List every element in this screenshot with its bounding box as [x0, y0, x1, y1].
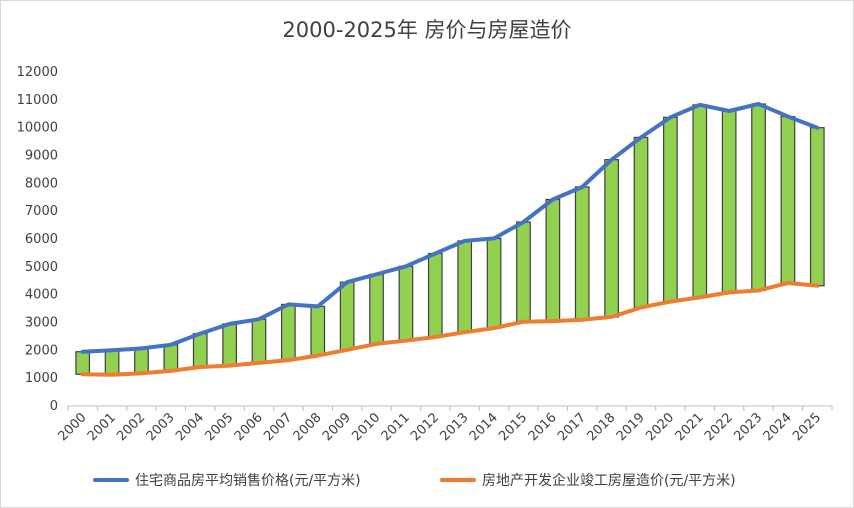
x-tick-label: 2017: [555, 410, 589, 444]
up-down-bar: [516, 221, 531, 323]
x-tick-label: 2014: [467, 410, 501, 444]
up-down-bar: [222, 323, 237, 367]
y-tick-label: 7000: [25, 204, 58, 219]
up-down-bar: [604, 159, 619, 318]
x-tick-label: 2000: [56, 410, 90, 444]
x-tick-label: 2003: [144, 410, 178, 444]
y-tick-label: 10000: [17, 121, 58, 136]
x-tick-label: 2023: [731, 410, 765, 444]
x-tick-label: 2002: [114, 410, 148, 444]
x-tick-label: 2008: [291, 410, 325, 444]
price-series-line: [80, 102, 820, 354]
cost-series-line: [80, 281, 820, 377]
up-down-bar: [751, 103, 766, 292]
x-tick-label: 2011: [379, 410, 413, 444]
x-tick-label: 2001: [85, 410, 119, 444]
x-tick-label: 2021: [673, 410, 707, 444]
up-down-bar: [281, 303, 296, 361]
y-tick-label: 9000: [25, 149, 58, 164]
up-down-bar: [780, 115, 796, 284]
up-down-bar: [339, 281, 355, 351]
y-tick-label: 1000: [25, 371, 58, 386]
up-down-bar: [457, 240, 473, 333]
x-tick-label: 2022: [702, 410, 736, 444]
up-down-bar: [104, 349, 120, 376]
up-down-bar: [398, 265, 414, 342]
y-tick-label: 4000: [25, 288, 58, 303]
y-tick-label: 3000: [25, 316, 58, 331]
up-down-bar: [663, 116, 678, 303]
x-tick-label: 2005: [202, 410, 236, 444]
y-tick-label: 2000: [25, 343, 58, 358]
x-tick-label: 2019: [614, 410, 648, 444]
y-tick-label: 11000: [17, 93, 58, 108]
x-tick-label: 2006: [232, 410, 266, 444]
x-tick-label: 2015: [496, 410, 530, 444]
legend-item-price: 住宅商品房平均销售价格(元/平方米): [93, 470, 361, 490]
x-tick-label: 2012: [408, 410, 442, 444]
legend-swatch-price: [93, 478, 129, 482]
x-tick-label: 2016: [526, 410, 560, 444]
up-down-bar: [369, 273, 384, 345]
up-down-bar: [134, 347, 149, 374]
up-down-bar: [192, 333, 208, 368]
y-tick-label: 5000: [25, 260, 58, 275]
x-tick-label: 2007: [261, 410, 295, 444]
up-down-bar: [721, 110, 737, 294]
legend-item-cost: 房地产开发企业竣工房屋造价(元/平方米): [440, 470, 736, 490]
chart-title: 2000-2025年 房价与房屋造价: [282, 18, 572, 42]
up-down-bar: [310, 305, 326, 357]
y-tick-label: 8000: [25, 176, 58, 191]
up-down-bar: [574, 186, 590, 321]
legend-label-price: 住宅商品房平均销售价格(元/平方米): [135, 473, 361, 489]
x-tick-label: 2009: [320, 410, 354, 444]
up-down-bar: [809, 127, 825, 287]
up-down-bar: [251, 318, 267, 364]
y-tick-label: 6000: [25, 232, 58, 247]
x-tick-label: 2010: [349, 410, 383, 444]
up-down-bar: [486, 237, 502, 329]
x-tick-label: 2013: [438, 410, 472, 444]
x-tick-label: 2025: [790, 410, 824, 444]
up-down-bar: [692, 104, 708, 299]
x-tick-label: 2018: [584, 410, 618, 444]
x-tick-label: 2020: [643, 410, 677, 444]
legend-swatch-cost: [440, 478, 476, 482]
up-down-bar: [545, 198, 561, 322]
up-down-bar: [163, 344, 179, 372]
y-tick-label: 12000: [17, 65, 58, 80]
x-tick-label: 2024: [761, 410, 795, 444]
y-tick-label: 0: [50, 399, 58, 414]
x-tick-label: 2004: [173, 410, 207, 444]
legend-label-cost: 房地产开发企业竣工房屋造价(元/平方米): [482, 473, 736, 489]
up-down-bar: [633, 136, 649, 309]
up-down-bar: [427, 252, 443, 338]
up-down-bar: [75, 351, 91, 375]
